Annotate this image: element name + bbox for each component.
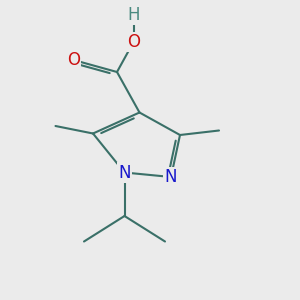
Text: O: O xyxy=(127,33,140,51)
Text: O: O xyxy=(67,51,80,69)
Text: N: N xyxy=(118,164,131,181)
Text: H: H xyxy=(127,6,140,24)
Text: N: N xyxy=(165,168,177,186)
